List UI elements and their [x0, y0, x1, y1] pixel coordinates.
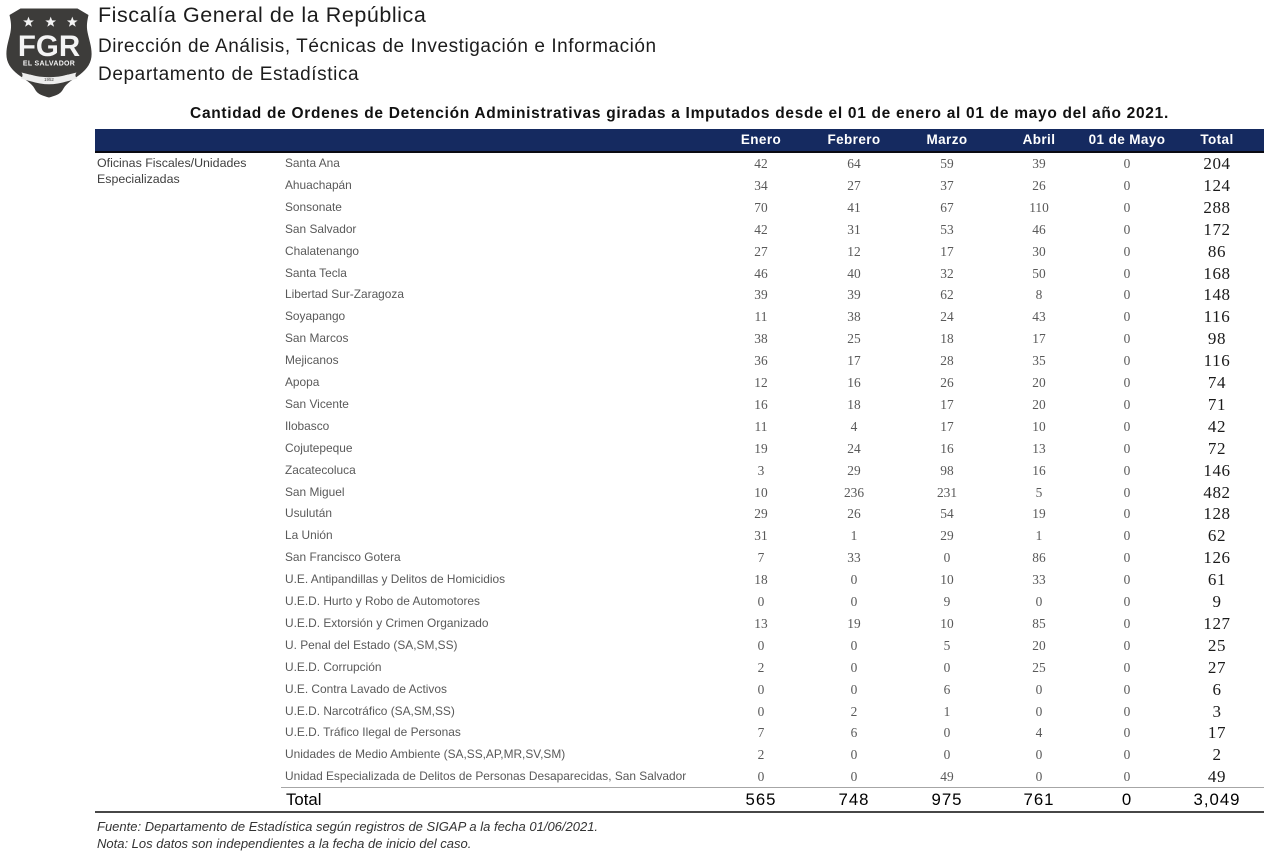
svg-text:1952: 1952	[44, 77, 54, 82]
svg-text:FGR: FGR	[18, 30, 80, 63]
svg-text:EL SALVADOR: EL SALVADOR	[23, 61, 75, 68]
